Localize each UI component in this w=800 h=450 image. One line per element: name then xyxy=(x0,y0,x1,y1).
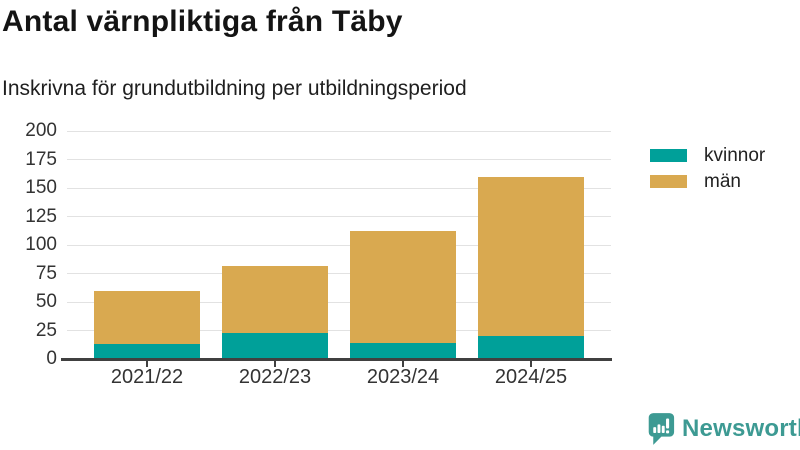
legend: kvinnor män xyxy=(650,145,766,201)
bar-segment-män-2023-24 xyxy=(350,231,456,344)
bar-segment-kvinnor-2023-24 xyxy=(350,343,456,359)
bar-segment-män-2024-25 xyxy=(478,176,584,337)
legend-label: män xyxy=(704,171,741,192)
x-tick xyxy=(402,361,404,367)
y-tick-label: 50 xyxy=(35,291,57,312)
gridline xyxy=(67,273,611,274)
bar-segment-kvinnor-2024-25 xyxy=(478,336,584,359)
y-tick-label: 125 xyxy=(25,205,57,227)
bar-segment-män-2021-22 xyxy=(94,290,200,345)
x-tick-label: 2021/22 xyxy=(110,366,184,388)
y-tick-label: 150 xyxy=(25,177,57,198)
chart-subtitle: Inskrivna för grundutbildning per utbild… xyxy=(2,77,467,100)
y-tick-label: 175 xyxy=(25,148,57,170)
x-tick xyxy=(146,361,148,367)
legend-swatch xyxy=(650,149,687,162)
newsworthy-logo-text: Newsworthy xyxy=(682,414,800,442)
legend-label: kvinnor xyxy=(704,145,766,166)
y-tick-label: 75 xyxy=(35,262,57,284)
gridline xyxy=(67,244,611,246)
legend-item-män: män xyxy=(650,171,765,192)
x-axis-line xyxy=(61,358,612,361)
x-tick xyxy=(530,361,532,367)
chart-title: Antal värnpliktiga från Täby xyxy=(2,5,403,38)
x-tick-label: 2022/23 xyxy=(238,366,312,388)
gridline xyxy=(67,159,611,160)
gridline xyxy=(67,216,611,217)
gridline xyxy=(67,187,611,189)
newsworthy-logo-link[interactable]: Newsworthy xyxy=(646,412,800,445)
newsworthy-logo-icon xyxy=(646,412,675,445)
y-tick-label: 0 xyxy=(46,348,57,369)
bar-segment-män-2022-23 xyxy=(222,265,328,333)
bar-segment-kvinnor-2021-22 xyxy=(94,344,200,359)
x-tick xyxy=(274,361,276,367)
y-tick-label: 100 xyxy=(25,234,57,255)
x-tick-label: 2024/25 xyxy=(494,366,568,388)
x-tick-label: 2023/24 xyxy=(366,366,440,388)
gridline xyxy=(67,130,611,132)
legend-item-kvinnor: kvinnor xyxy=(650,145,766,166)
gridline xyxy=(67,330,611,331)
bar-segment-kvinnor-2022-23 xyxy=(222,332,328,359)
legend-swatch xyxy=(650,175,687,188)
y-tick-label: 25 xyxy=(35,319,57,341)
y-tick-label: 200 xyxy=(25,120,57,141)
gridline xyxy=(67,301,611,303)
